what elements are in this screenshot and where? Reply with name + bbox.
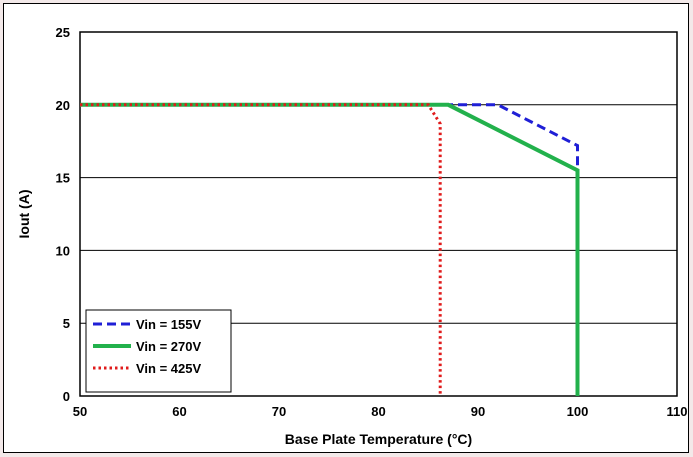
series-line-3 xyxy=(80,103,442,396)
x-tick-label: 100 xyxy=(567,404,589,419)
x-tick-label: 80 xyxy=(371,404,385,419)
y-tick-labels: 0 5 10 15 20 25 xyxy=(56,25,70,404)
series-layer xyxy=(80,102,580,396)
legend-label-1: Vin = 155V xyxy=(136,317,201,332)
x-tick-label: 110 xyxy=(667,404,688,419)
x-tick-labels: 50 60 70 80 90 100 110 xyxy=(73,404,688,419)
y-tick-label: 0 xyxy=(63,389,70,404)
y-tick-label: 15 xyxy=(56,171,70,186)
y-tick-label: 20 xyxy=(56,98,70,113)
y-tick-label: 10 xyxy=(56,243,70,258)
series-line-2 xyxy=(80,102,580,396)
y-tick-label: 25 xyxy=(56,25,70,40)
y-axis-title: Iout (A) xyxy=(16,190,32,239)
legend: Vin = 155V Vin = 270V Vin = 425V xyxy=(85,309,232,393)
legend-label-3: Vin = 425V xyxy=(136,361,201,376)
x-tick-label: 90 xyxy=(471,404,485,419)
x-tick-label: 70 xyxy=(272,404,286,419)
plot-area xyxy=(79,31,678,397)
x-axis-title: Base Plate Temperature (°C) xyxy=(285,431,472,447)
x-tick-label: 60 xyxy=(172,404,186,419)
y-tick-label: 5 xyxy=(63,316,70,331)
x-tick-label: 50 xyxy=(73,404,87,419)
legend-label-2: Vin = 270V xyxy=(136,339,201,354)
gridlines xyxy=(80,104,677,324)
